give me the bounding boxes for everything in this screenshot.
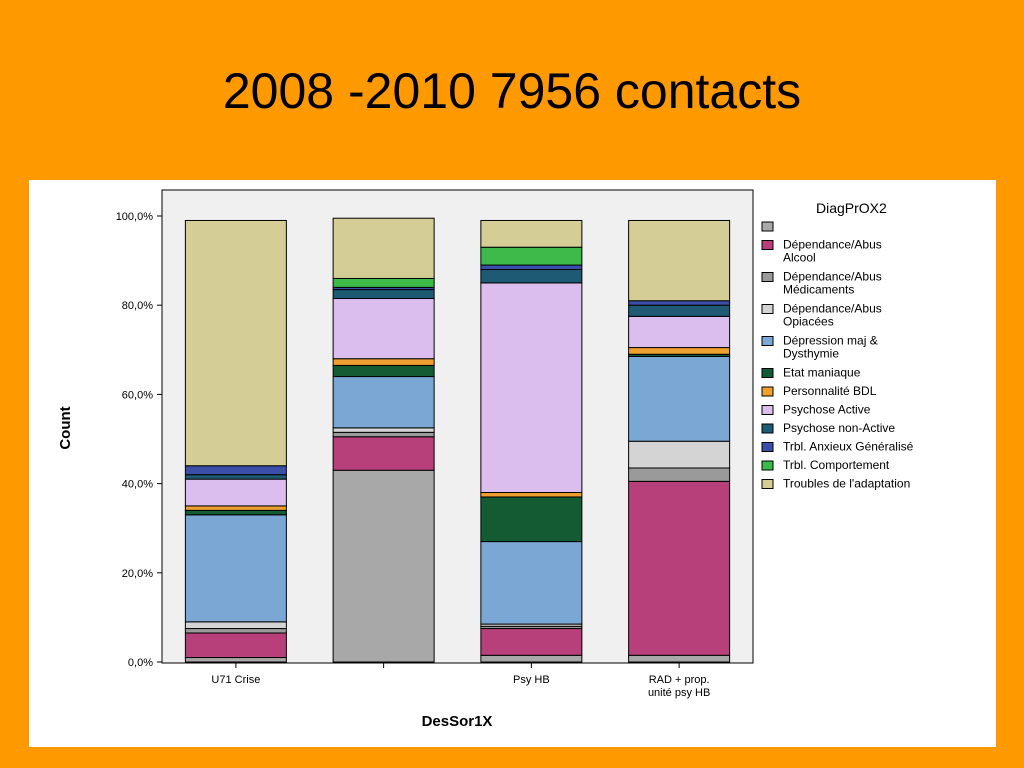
y-tick-label: 40,0% bbox=[122, 479, 153, 491]
bar-segment bbox=[628, 304, 731, 317]
legend-swatch bbox=[761, 336, 774, 346]
bar-segment bbox=[628, 440, 731, 469]
bar-segment bbox=[480, 282, 583, 494]
bar-segment bbox=[332, 427, 435, 433]
x-tick-label: Psy HB bbox=[513, 674, 550, 686]
legend-swatch bbox=[761, 240, 774, 250]
bar-segment bbox=[480, 496, 583, 543]
bar-segment bbox=[184, 632, 287, 659]
bar-segment bbox=[184, 657, 287, 663]
legend-label: Etat maniaque bbox=[783, 366, 861, 380]
bar-segment bbox=[184, 478, 287, 507]
legend-label: Psychose Active bbox=[783, 403, 871, 417]
bar-segment bbox=[480, 246, 583, 266]
x-tick-label: U71 Crise bbox=[211, 674, 260, 686]
legend-label: Trbl. Anxieux Généralisé bbox=[783, 440, 914, 454]
bar-segment bbox=[628, 480, 731, 656]
bar-segment bbox=[480, 541, 583, 625]
bar-segment bbox=[332, 436, 435, 471]
bar-segment bbox=[628, 219, 731, 302]
bar-segment bbox=[184, 628, 287, 634]
bar-segment bbox=[332, 277, 435, 288]
bar-segment bbox=[184, 505, 287, 511]
legend-swatch bbox=[761, 479, 774, 489]
legend-label: Personnalité BDL bbox=[783, 384, 877, 398]
legend-label: Dépression maj & Dysthymie bbox=[783, 334, 878, 361]
y-axis-title: Count bbox=[57, 406, 74, 449]
legend-label: Dépendance/Abus Alcool bbox=[783, 238, 882, 265]
bar-segment bbox=[628, 467, 731, 482]
bar-segment bbox=[184, 621, 287, 630]
legend-swatch bbox=[761, 368, 774, 378]
y-tick-label: 20,0% bbox=[122, 568, 153, 580]
legend-title: DiagPrOX2 bbox=[816, 200, 887, 216]
bar-segment bbox=[480, 628, 583, 656]
bar-segment bbox=[332, 358, 435, 366]
bar-segment bbox=[480, 219, 583, 248]
bar-segment bbox=[332, 289, 435, 300]
bar-segment bbox=[184, 509, 287, 516]
bar-segment bbox=[628, 355, 731, 442]
bar-segment bbox=[480, 654, 583, 663]
bar-segment bbox=[332, 376, 435, 429]
bar-segment bbox=[332, 364, 435, 378]
legend-label: Troubles de l'adaptation bbox=[783, 477, 910, 491]
bar-segment bbox=[184, 514, 287, 623]
stacked-bar-chart: 0,0% 20,0% 40,0% 60,0% 80,0% 100,0% U71 Crise P… bbox=[57, 189, 914, 730]
y-tick-label: 100,0% bbox=[116, 211, 154, 223]
legend-label: Psychose non-Active bbox=[783, 421, 895, 435]
legend-swatch bbox=[761, 386, 774, 397]
y-tick-label: 60,0% bbox=[122, 389, 153, 401]
bar-segment bbox=[480, 269, 583, 284]
legend-swatch bbox=[761, 442, 774, 452]
bar-segment bbox=[480, 264, 583, 271]
bar-segment bbox=[628, 300, 731, 306]
legend-swatch bbox=[761, 423, 774, 434]
bar-segment bbox=[628, 347, 731, 355]
y-tick-label: 0,0% bbox=[128, 657, 153, 669]
x-tick-label: RAD + prop. unité psy HB bbox=[648, 674, 710, 699]
slide-title: 2008 -2010 7956 contacts bbox=[222, 63, 802, 119]
bar-segment bbox=[332, 217, 435, 279]
bar-segment bbox=[332, 298, 435, 360]
bar-segment bbox=[628, 654, 731, 663]
legend-label: Trbl. Comportement bbox=[783, 458, 890, 472]
bar-segment bbox=[480, 492, 583, 498]
bar-segment bbox=[628, 315, 731, 349]
chart-panel: 0,0% 20,0% 40,0% 60,0% 80,0% 100,0% U71 Crise P… bbox=[29, 180, 996, 747]
legend-swatch bbox=[761, 272, 774, 282]
legend-swatch bbox=[761, 221, 774, 232]
legend-swatch bbox=[761, 405, 774, 415]
legend-swatch bbox=[761, 460, 774, 471]
bar-segment bbox=[332, 431, 435, 438]
bar-segment bbox=[332, 469, 435, 663]
bar-segment bbox=[184, 465, 287, 476]
legend-swatch bbox=[761, 304, 774, 314]
bar-segment bbox=[184, 219, 287, 467]
legend-label: Dépendance/Abus Médicaments bbox=[783, 270, 882, 297]
bar-segment bbox=[184, 474, 287, 480]
x-axis-title: DesSor1X bbox=[422, 713, 493, 730]
y-tick-label: 80,0% bbox=[122, 300, 153, 312]
legend-label: Dépendance/Abus Opiacées bbox=[783, 302, 882, 329]
